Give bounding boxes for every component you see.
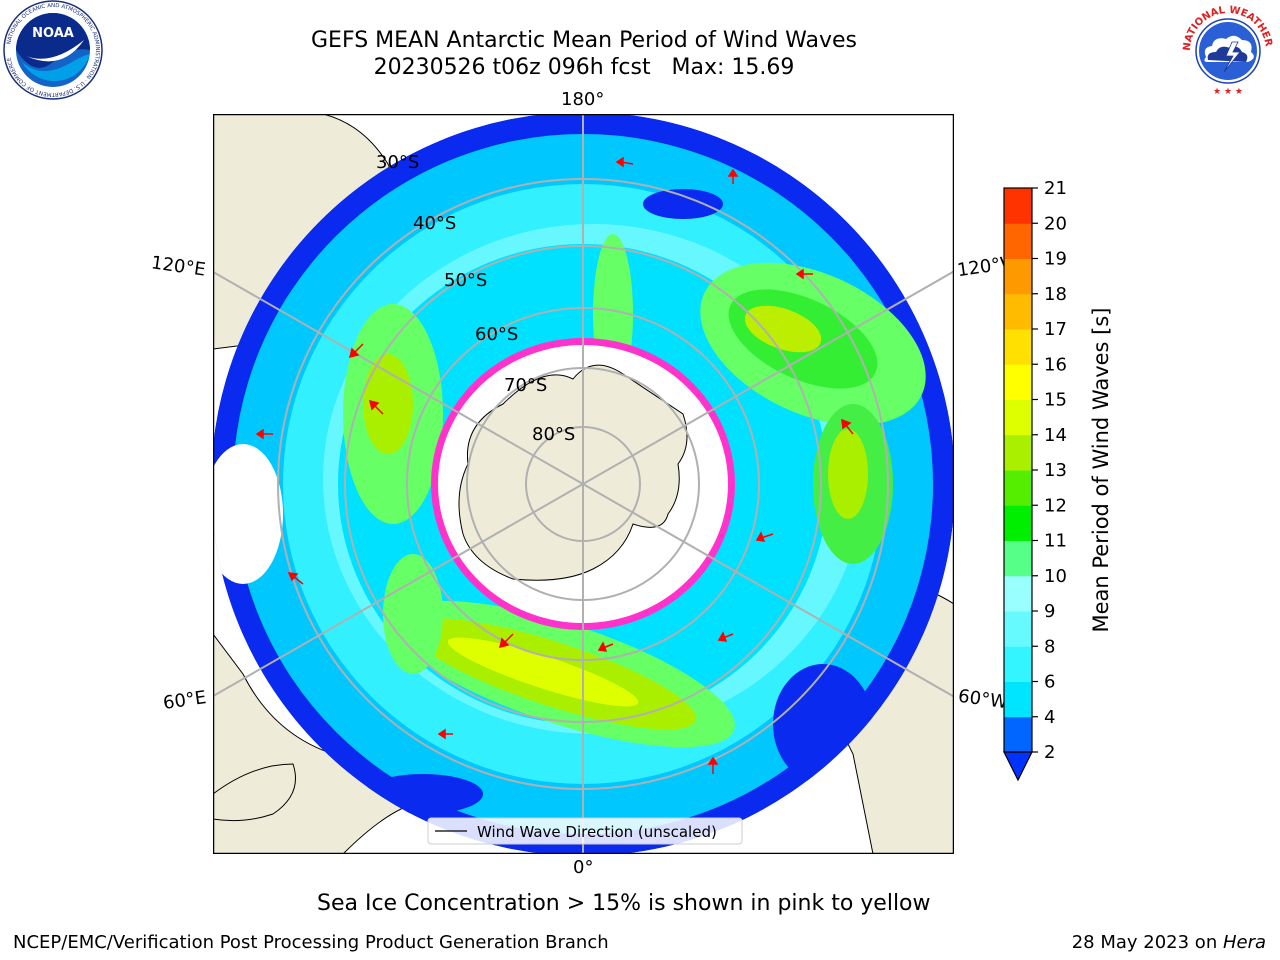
lon-label-180: 180° [561,89,605,110]
colorbar-box [1004,258,1032,295]
colorbar-tick-label: 11 [1044,531,1067,552]
lat-label-70s: 70°S [504,375,548,396]
lat-label-50s: 50°S [444,270,488,291]
colorbar-tick-label: 17 [1044,319,1067,340]
colorbar-box [1004,470,1032,506]
colorbar: 2 4 6 8 9 10 11 12 13 14 15 16 17 18 19 20 21 Mean Perio… [1003,180,1113,782]
colorbar-tick-label: 12 [1044,495,1067,516]
colorbar-box [1004,364,1032,400]
colorbar-tick-label: 15 [1044,390,1067,411]
footer-left: NCEP/EMC/Verification Post Processing Pr… [13,932,609,953]
map-subtitle: 20230526 t06z 096h fcst Max: 15.69 [373,55,795,80]
colorbar-box [1004,188,1032,224]
colorbar-tick-label: 4 [1044,707,1055,728]
noaa-logo-text: NOAA [32,26,74,41]
footer-date: 28 May 2023 on [1071,932,1223,953]
colorbar-tick-label: 14 [1044,425,1067,446]
colorbar-extend-triangle [1003,751,1033,782]
colorbar-tick-label: 13 [1044,460,1067,481]
svg-text:★ ★ ★: ★ ★ ★ [1213,87,1243,97]
lat-label-30s: 30°S [376,152,420,173]
colorbar-box [1004,434,1032,471]
map-legend: Wind Wave Direction (unscaled) [427,817,743,845]
colorbar-box [1004,540,1032,577]
colorbar-tick-label: 10 [1044,566,1067,587]
colorbar-box [1004,223,1032,259]
polar-map: Wind Wave Direction (unscaled) [213,114,954,854]
colorbar-box [1004,329,1032,365]
noaa-logo-icon: NOAA NATIONAL OCEANIC AND ATMOSPHERIC AD… [3,0,103,100]
lon-label-60e: 60°E [161,687,208,714]
colorbar-tick-label: 20 [1044,213,1067,234]
colorbar-box [1004,399,1032,436]
colorbar-tick-label: 6 [1044,672,1055,693]
colorbar-tick-label: 8 [1044,636,1055,657]
wind-wave-arrows [255,156,854,774]
lat-label-80s: 80°S [532,424,576,445]
colorbar-box [1004,716,1032,753]
colorbar-tick-label: 9 [1044,601,1055,622]
colorbar-tick-label: 21 [1044,180,1067,199]
colorbar-tick-label: 18 [1044,284,1067,305]
colorbar-tick-label: 19 [1044,249,1067,270]
colorbar-box [1004,681,1032,718]
antarctica [458,364,688,581]
colorbar-box [1004,575,1032,612]
lat-label-60s: 60°S [475,324,519,345]
colorbar-label: Mean Period of Wind Waves [s] [1089,308,1113,633]
nws-logo-icon: NATIONAL WEATHER SERVICE ★ ★ ★ [1178,2,1275,98]
footer-right: 28 May 2023 on Hera [1072,932,1266,953]
meridians [213,114,954,854]
sea-ice-caption: Sea Ice Concentration > 15% is shown in … [317,891,931,916]
colorbar-tick-label: 16 [1044,354,1067,375]
lon-label-0: 0° [573,857,594,878]
colorbar-box [1004,646,1032,682]
colorbar-tick-label: 2 [1044,742,1055,763]
colorbar-box [1004,293,1032,330]
lat-label-40s: 40°S [413,213,457,234]
colorbar-box [1004,505,1032,541]
map-title: GEFS MEAN Antarctic Mean Period of Wind … [311,28,857,53]
legend-label: Wind Wave Direction (unscaled) [477,823,717,841]
footer-host: Hera [1222,932,1266,953]
colorbar-box [1004,611,1032,647]
lon-label-120e: 120°E [149,252,207,281]
